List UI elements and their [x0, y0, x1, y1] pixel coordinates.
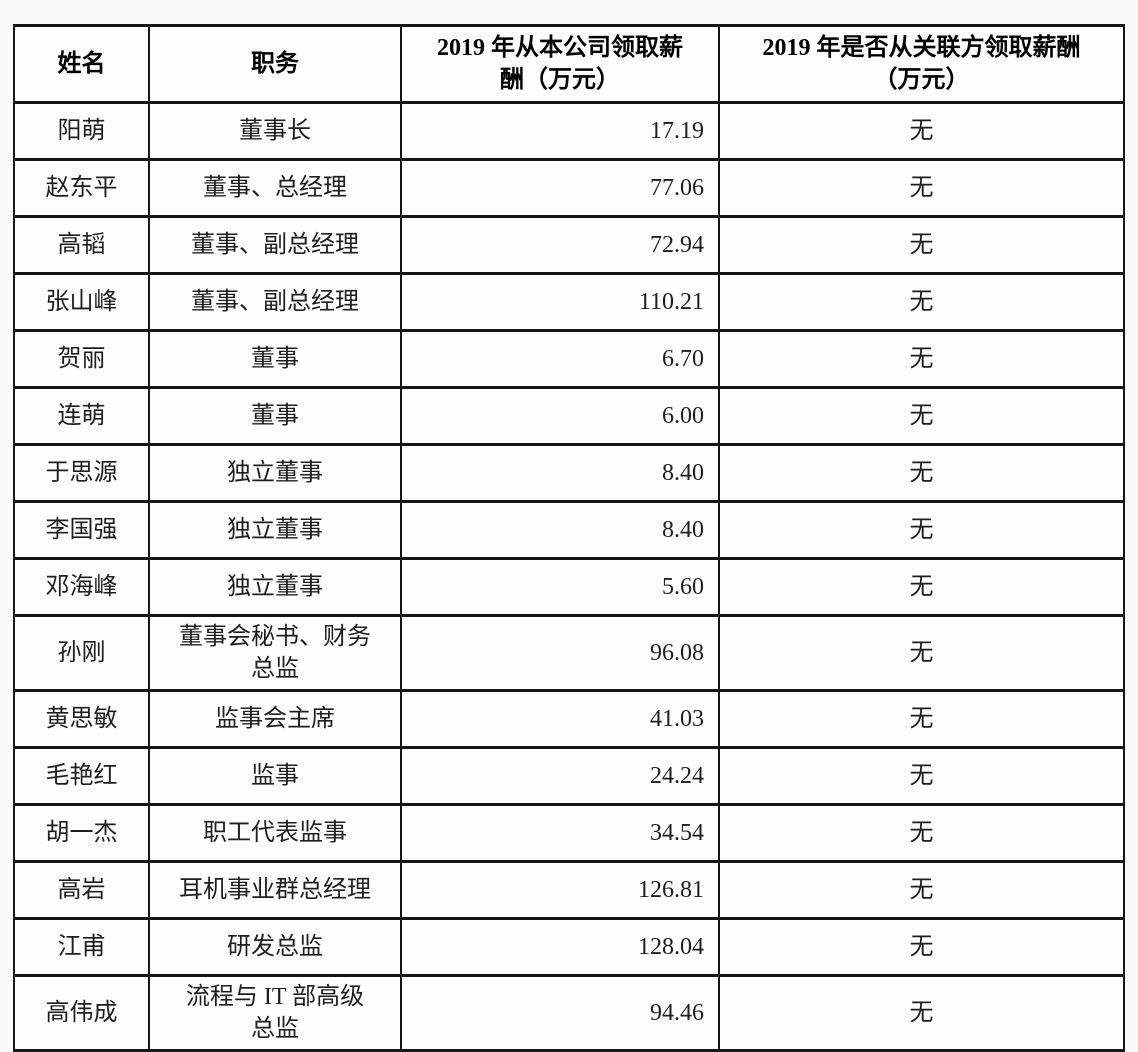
table-row: 胡一杰 职工代表监事 34.54 无 — [13, 803, 1125, 863]
cell-salary: 34.54 — [400, 803, 720, 863]
cell-related-salary: 无 — [718, 329, 1125, 389]
cell-salary: 77.06 — [400, 158, 720, 218]
cell-position: 流程与 IT 部高级 总监 — [148, 974, 402, 1052]
table-row: 张山峰 董事、副总经理 110.21 无 — [13, 272, 1125, 332]
cell-name: 高伟成 — [13, 974, 150, 1052]
cell-salary: 128.04 — [400, 917, 720, 977]
cell-position: 董事 — [148, 329, 402, 389]
header-salary-related: 2019 年是否从关联方领取薪酬 （万元） — [718, 24, 1125, 104]
cell-position: 研发总监 — [148, 917, 402, 977]
cell-salary: 8.40 — [400, 443, 720, 503]
cell-salary: 17.19 — [400, 101, 720, 161]
cell-name: 江甫 — [13, 917, 150, 977]
cell-related-salary: 无 — [718, 917, 1125, 977]
cell-position: 独立董事 — [148, 443, 402, 503]
cell-salary: 6.70 — [400, 329, 720, 389]
cell-name: 贺丽 — [13, 329, 150, 389]
table-row: 高伟成 流程与 IT 部高级 总监 94.46 无 — [13, 974, 1125, 1052]
table-body: 阳萌 董事长 17.19 无 赵东平 董事、总经理 77.06 无 高韬 董事、… — [13, 101, 1125, 1052]
cell-salary: 96.08 — [400, 614, 720, 692]
compensation-table: 姓名 职务 2019 年从本公司领取薪 酬（万元） 2019 年是否从关联方领取… — [13, 24, 1125, 1052]
header-position: 职务 — [148, 24, 402, 104]
cell-position: 监事会主席 — [148, 689, 402, 749]
table-row: 黄思敏 监事会主席 41.03 无 — [13, 689, 1125, 749]
cell-related-salary: 无 — [718, 746, 1125, 806]
cell-position: 董事、总经理 — [148, 158, 402, 218]
table-row: 李国强 独立董事 8.40 无 — [13, 500, 1125, 560]
table-row: 孙刚 董事会秘书、财务 总监 96.08 无 — [13, 614, 1125, 692]
cell-position: 独立董事 — [148, 557, 402, 617]
compensation-table-container: 姓名 职务 2019 年从本公司领取薪 酬（万元） 2019 年是否从关联方领取… — [13, 24, 1125, 1052]
cell-position: 董事长 — [148, 101, 402, 161]
cell-related-salary: 无 — [718, 614, 1125, 692]
cell-name: 阳萌 — [13, 101, 150, 161]
cell-name: 毛艳红 — [13, 746, 150, 806]
cell-related-salary: 无 — [718, 215, 1125, 275]
header-row: 姓名 职务 2019 年从本公司领取薪 酬（万元） 2019 年是否从关联方领取… — [13, 24, 1125, 104]
cell-related-salary: 无 — [718, 860, 1125, 920]
table-row: 邓海峰 独立董事 5.60 无 — [13, 557, 1125, 617]
table-row: 江甫 研发总监 128.04 无 — [13, 917, 1125, 977]
cell-related-salary: 无 — [718, 386, 1125, 446]
cell-name: 邓海峰 — [13, 557, 150, 617]
cell-related-salary: 无 — [718, 443, 1125, 503]
cell-name: 高岩 — [13, 860, 150, 920]
cell-position: 董事、副总经理 — [148, 215, 402, 275]
cell-related-salary: 无 — [718, 272, 1125, 332]
cell-related-salary: 无 — [718, 557, 1125, 617]
cell-name: 赵东平 — [13, 158, 150, 218]
table-row: 贺丽 董事 6.70 无 — [13, 329, 1125, 389]
cell-salary: 8.40 — [400, 500, 720, 560]
cell-name: 连萌 — [13, 386, 150, 446]
cell-name: 高韬 — [13, 215, 150, 275]
header-name: 姓名 — [13, 24, 150, 104]
table-header: 姓名 职务 2019 年从本公司领取薪 酬（万元） 2019 年是否从关联方领取… — [13, 24, 1125, 104]
cell-position: 董事会秘书、财务 总监 — [148, 614, 402, 692]
cell-salary: 6.00 — [400, 386, 720, 446]
cell-related-salary: 无 — [718, 974, 1125, 1052]
cell-name: 于思源 — [13, 443, 150, 503]
cell-position: 耳机事业群总经理 — [148, 860, 402, 920]
cell-related-salary: 无 — [718, 158, 1125, 218]
cell-position: 监事 — [148, 746, 402, 806]
table-row: 赵东平 董事、总经理 77.06 无 — [13, 158, 1125, 218]
cell-name: 张山峰 — [13, 272, 150, 332]
cell-position: 董事、副总经理 — [148, 272, 402, 332]
cell-salary: 41.03 — [400, 689, 720, 749]
cell-salary: 94.46 — [400, 974, 720, 1052]
cell-related-salary: 无 — [718, 500, 1125, 560]
cell-related-salary: 无 — [718, 101, 1125, 161]
cell-name: 李国强 — [13, 500, 150, 560]
table-row: 毛艳红 监事 24.24 无 — [13, 746, 1125, 806]
cell-related-salary: 无 — [718, 803, 1125, 863]
cell-related-salary: 无 — [718, 689, 1125, 749]
cell-name: 孙刚 — [13, 614, 150, 692]
table-row: 高韬 董事、副总经理 72.94 无 — [13, 215, 1125, 275]
header-salary-company: 2019 年从本公司领取薪 酬（万元） — [400, 24, 720, 104]
cell-salary: 24.24 — [400, 746, 720, 806]
cell-position: 职工代表监事 — [148, 803, 402, 863]
cell-salary: 5.60 — [400, 557, 720, 617]
table-row: 连萌 董事 6.00 无 — [13, 386, 1125, 446]
table-row: 阳萌 董事长 17.19 无 — [13, 101, 1125, 161]
table-row: 于思源 独立董事 8.40 无 — [13, 443, 1125, 503]
cell-position: 董事 — [148, 386, 402, 446]
table-row: 高岩 耳机事业群总经理 126.81 无 — [13, 860, 1125, 920]
cell-position: 独立董事 — [148, 500, 402, 560]
cell-name: 黄思敏 — [13, 689, 150, 749]
cell-name: 胡一杰 — [13, 803, 150, 863]
cell-salary: 72.94 — [400, 215, 720, 275]
cell-salary: 126.81 — [400, 860, 720, 920]
cell-salary: 110.21 — [400, 272, 720, 332]
